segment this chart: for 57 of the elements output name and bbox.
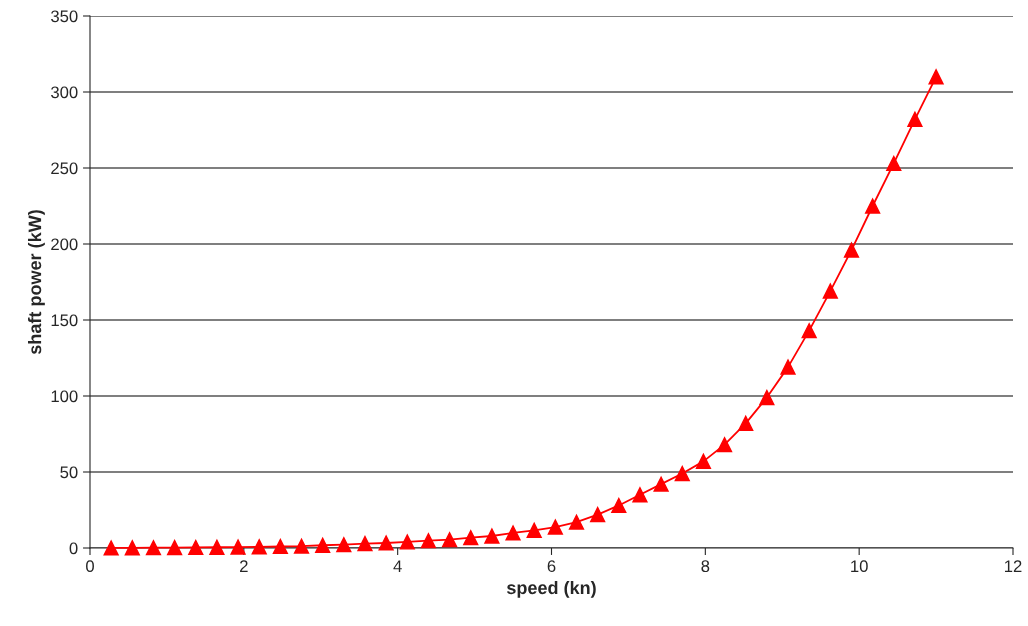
x-tick-label: 8 [701,560,710,573]
point [907,111,923,127]
y-tick-label: 50 [60,466,78,479]
y-tick-label: 0 [69,542,78,555]
point [378,535,394,551]
point [886,155,902,172]
y-tick-label: 100 [51,390,78,403]
x-tick-label: 0 [86,560,94,573]
point [843,242,860,258]
point [103,540,119,556]
point [420,533,437,549]
point [399,534,415,550]
point [526,522,542,539]
point [653,476,669,492]
point [293,538,310,554]
point [632,487,648,503]
point [864,198,881,214]
point [188,539,204,556]
x-tick-label: 12 [1005,560,1022,572]
y-tick-label: 250 [51,162,78,175]
x-tick-label: 4 [393,560,402,572]
point [124,540,140,556]
point [928,69,944,85]
point [272,538,289,555]
point [780,359,796,375]
y-tick-label: 200 [51,238,78,251]
point [336,537,352,553]
point [230,539,246,555]
y-tick-label: 350 [51,10,78,23]
point [674,465,690,482]
point [695,453,712,469]
y-tick-label: 300 [51,86,78,99]
point [315,537,331,553]
x-tick-label: 2 [240,560,248,572]
point [463,530,479,546]
point [251,539,267,555]
point [441,532,458,548]
point [759,389,775,406]
point [801,323,817,339]
y-axis-title: shaft power (kW) [28,210,45,355]
point [568,514,585,530]
point [145,540,162,556]
x-tick-label: 6 [547,560,556,573]
point [209,539,225,555]
point [505,525,521,541]
point [716,437,733,453]
point [484,528,500,544]
point [590,506,606,523]
point [822,283,838,299]
point [611,497,627,514]
x-axis-title: speed (kn) [506,580,596,598]
y-tick-label: 150 [51,314,78,327]
point [357,535,373,552]
point [166,539,183,556]
point [738,415,754,431]
point [547,519,563,535]
x-tick-label: 10 [851,560,868,573]
